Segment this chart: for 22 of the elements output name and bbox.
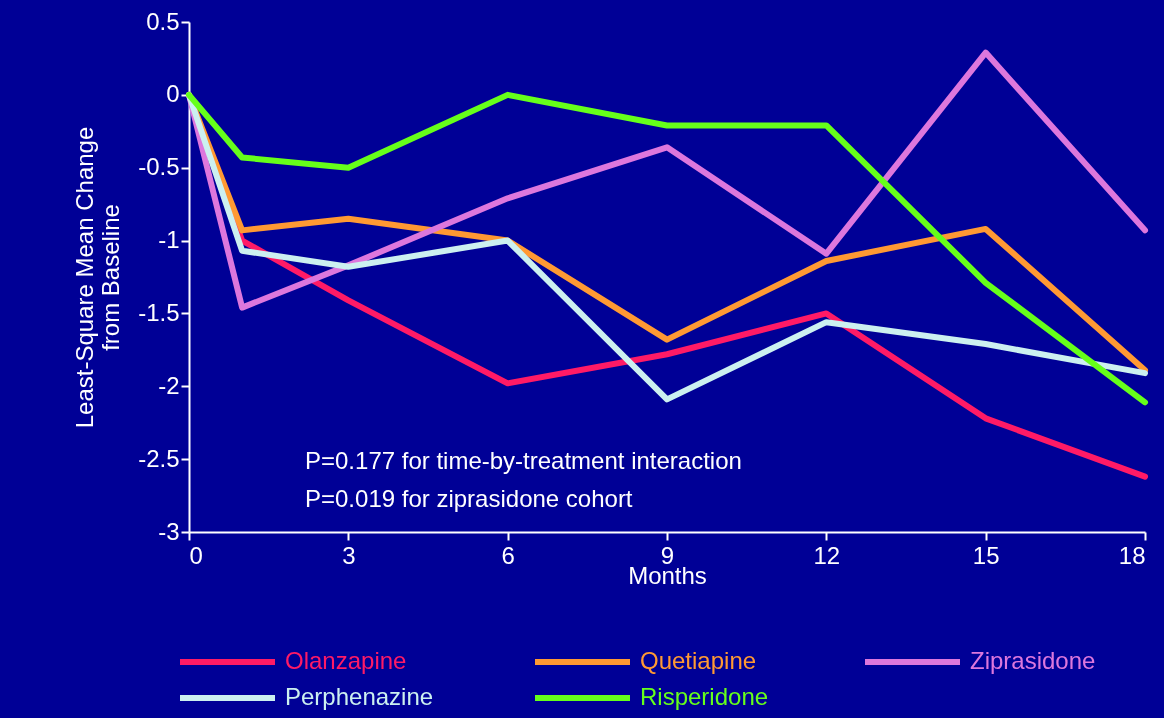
legend-label: Perphenazine — [285, 683, 434, 710]
y-tick-label: -2 — [158, 371, 180, 399]
y-tick-label: -0.5 — [138, 153, 180, 181]
y-tick-label: -1.5 — [138, 298, 180, 326]
y-tick-label: 0.5 — [146, 7, 180, 35]
y-tick-label: -2.5 — [138, 444, 180, 472]
y-tick-label: -1 — [158, 226, 180, 254]
y-axis-title: Least-Square Mean Change from Baseline — [71, 126, 125, 429]
y-tick-label: 0 — [166, 80, 180, 108]
x-tick-label: 18 — [1118, 541, 1146, 569]
x-tick-label: 3 — [342, 541, 356, 569]
x-tick-label: 15 — [972, 541, 1000, 569]
legend-label: Olanzapine — [285, 647, 407, 674]
x-tick-label: 0 — [189, 541, 203, 569]
y-tick-label: -3 — [158, 517, 180, 545]
annotation: P=0.019 for ziprasidone cohort — [305, 485, 633, 512]
x-tick-label: 12 — [813, 541, 841, 569]
legend-label: Ziprasidone — [970, 647, 1096, 674]
legend-label: Quetiapine — [640, 647, 757, 674]
x-tick-label: 6 — [501, 541, 515, 569]
annotation: P=0.177 for time-by-treatment interaction — [305, 447, 742, 474]
legend-label: Risperidone — [640, 683, 769, 710]
